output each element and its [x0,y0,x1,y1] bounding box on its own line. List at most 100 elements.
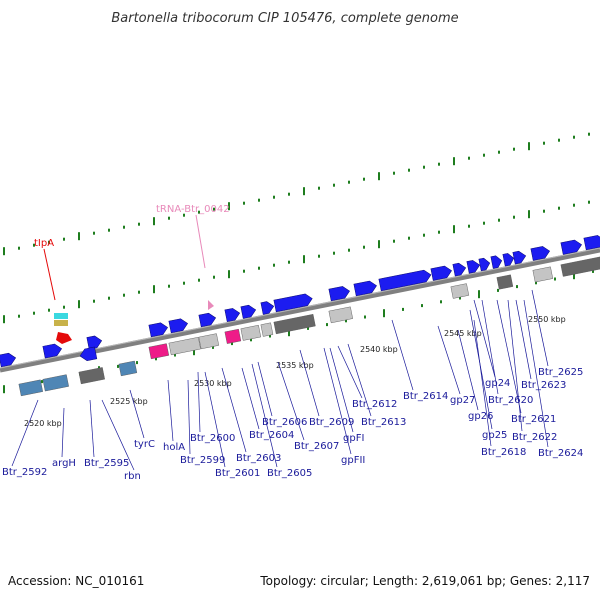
gene-label: Btr_2599 [180,455,225,466]
tick-mark [153,285,155,294]
tick-mark [258,266,260,270]
forward-gene-17 [490,255,503,269]
lower-feature-11 [560,256,600,277]
tick-mark [468,156,470,160]
forward-gene-10 [328,286,350,302]
lower-feature-0 [148,343,170,360]
forward-gene-22-shape [583,235,600,251]
cds-block-1 [42,374,69,392]
tick-mark [408,168,410,172]
upper-label-leader [195,214,206,269]
gene-label-leader [391,319,414,391]
gene-label-leader [473,319,492,447]
lower-feature-10 [532,266,554,283]
tick-mark [243,269,245,273]
gene-label-leader [101,399,135,471]
forward-gene-2 [86,335,103,350]
lower-feature-6 [273,314,316,335]
cds-block-2 [118,360,138,377]
tick-mark [348,180,350,184]
tick-mark [212,345,214,349]
gene-label: Btr_2622 [512,432,557,443]
tick-mark [213,275,215,279]
tick-mark [288,328,290,337]
scale-label: 2535 kbp [276,361,314,370]
lower-feature-10-shape [532,266,554,283]
forward-gene-21-shape [560,239,582,255]
tick-mark [588,132,590,136]
tick-mark [440,300,442,304]
tick-mark [483,153,485,157]
tick-mark [258,198,260,202]
gene-label: Btr_2605 [267,468,312,479]
gene-label-leader [299,349,320,417]
gene-label-leader [257,361,273,417]
lower-feature-4 [240,324,262,341]
gene-label: holA [163,442,185,453]
tick-mark [138,290,140,294]
lower-feature-9 [496,274,514,290]
backbone-highlight [0,247,600,369]
reverse-gene-0-shape [79,346,98,361]
tick-mark [213,207,215,211]
gene-label: gpFII [341,455,365,466]
tick-mark [183,213,185,217]
tick-mark [497,288,499,292]
gene-label-leader [473,299,496,378]
gene-label: Btr_2604 [249,430,294,441]
gene-label-leader [329,347,354,433]
tick-mark [513,215,515,219]
scale-labels: 2520 kbp 2525 kbp 2530 kbp 2535 kbp 2540 kbp… [24,315,566,428]
gene-label-leader [437,325,461,395]
tick-mark [318,254,320,258]
tick-mark [558,206,560,210]
tick-mark [33,243,35,247]
gene-label: argH [52,458,76,469]
gene-label-leader [507,299,523,432]
tick-mark [516,285,518,289]
gene-label-leader [337,345,363,399]
tick-mark [468,224,470,228]
cds-block-3 [78,367,105,385]
lower-feature-7-shape [328,306,353,324]
gene-label: Btr_2595 [84,458,129,469]
tick-mark [168,284,170,288]
tick-mark [326,323,328,327]
trna-pink-marker [208,300,214,310]
forward-gene-21 [560,239,582,255]
forward-gene-2-shape [86,335,103,350]
scale-label: 2540 kbp [360,345,398,354]
lower-feature-2 [198,333,220,350]
gene-label-leader [481,299,499,395]
forward-gene-8 [260,301,275,315]
tick-mark [573,271,575,280]
cds-block-0-shape [18,379,43,397]
tick-mark [183,281,185,285]
tick-mark [333,183,335,187]
tick-mark [363,177,365,181]
forward-gene-7 [240,304,257,319]
tick-mark [243,201,245,205]
lower-feature-2-shape [198,333,220,350]
tick-mark [231,342,233,346]
map-title: Bartonella tribocorum CIP 105476, comple… [111,11,458,26]
tick-mark [273,195,275,199]
tick-mark [78,232,80,241]
tick-mark [307,326,309,330]
tick-mark [168,216,170,220]
forward-gene-14 [452,262,467,277]
tick-marks [3,132,594,394]
tick-mark [136,361,138,365]
gene-label: Btr_2621 [511,414,556,425]
tick-mark [138,222,140,226]
tick-mark [498,218,500,222]
gene-label: Btr_2606 [262,417,307,428]
tick-mark [303,187,305,196]
forward-gene-4-shape [168,318,188,334]
tick-mark [364,315,366,319]
forward-gene-17-shape [490,255,503,269]
forward-gene-8-shape [260,301,275,315]
gene-label-leader [187,379,191,455]
cds-block-3-shape [78,367,105,385]
tick-mark [333,251,335,255]
